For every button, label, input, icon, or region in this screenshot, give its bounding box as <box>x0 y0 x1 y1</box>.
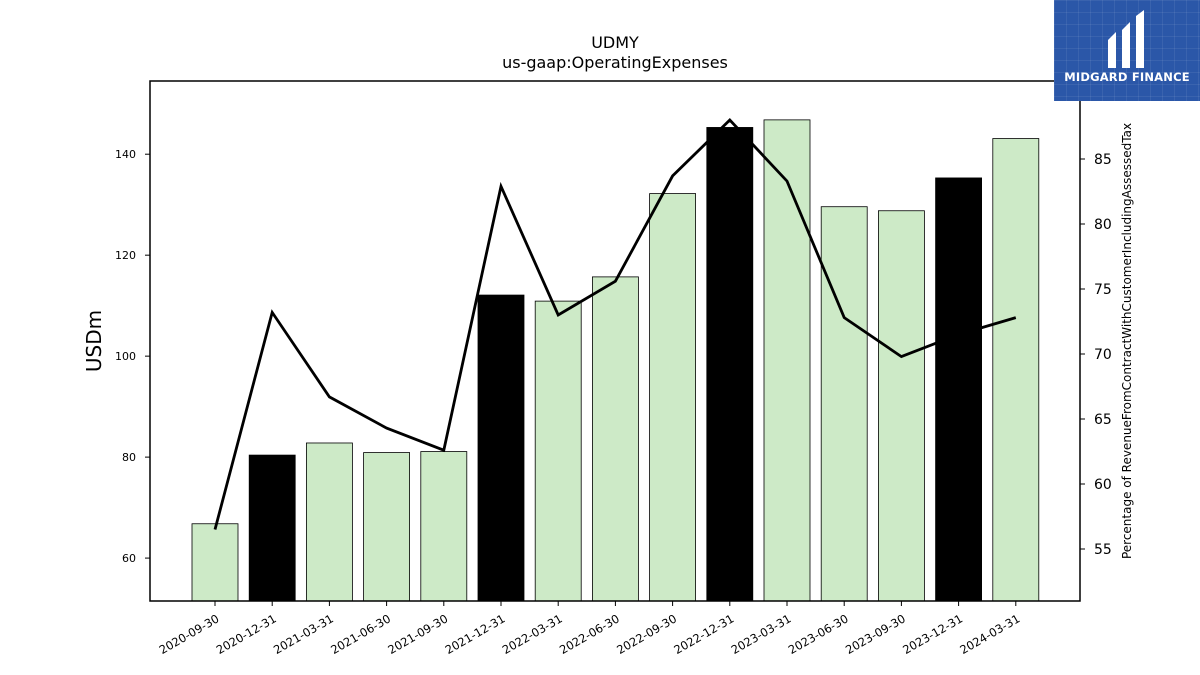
x-tick-label-2021-03-31: 2021-03-31 <box>271 611 336 657</box>
x-tick-label-2022-03-31: 2022-03-31 <box>500 611 565 657</box>
y-tick-label-80: 80 <box>122 451 136 464</box>
y2-tick-label-70: 70 <box>1094 347 1112 363</box>
bar-2021-09-30 <box>420 451 468 602</box>
y-axis-left: 60 80 100 120 140 <box>115 148 150 565</box>
y-tick-label-140: 140 <box>115 148 136 161</box>
y2-tick-label-80: 80 <box>1094 217 1112 233</box>
y2-tick-label-55: 55 <box>1094 542 1112 558</box>
chart-subtitle: us-gaap:OperatingExpenses <box>502 53 728 72</box>
x-tick-label-2022-12-31: 2022-12-31 <box>671 611 736 657</box>
x-tick-label-2024-03-31: 2024-03-31 <box>957 611 1022 657</box>
bar-2023-09-30 <box>878 210 925 602</box>
x-axis: 2020-09-302020-12-312021-03-312021-06-30… <box>157 601 1022 657</box>
series-line <box>213 117 1017 530</box>
y-axis-label: USDm <box>82 310 106 372</box>
y2-axis-label: Percentage of RevenueFromContractWithCus… <box>1120 123 1134 559</box>
bar-2021-06-30 <box>363 452 411 602</box>
x-tick-label-2023-03-31: 2023-03-31 <box>729 611 794 657</box>
bar-2021-12-31 <box>477 294 525 602</box>
chart-title: UDMY <box>591 33 639 52</box>
x-tick-label-2023-09-30: 2023-09-30 <box>843 611 908 657</box>
y-tick-label-120: 120 <box>115 249 136 262</box>
x-tick-label-2021-12-31: 2021-12-31 <box>443 611 508 657</box>
midgard-logo-icon <box>1108 10 1144 68</box>
y2-tick-label-60: 60 <box>1094 477 1112 493</box>
y2-tick-label-65: 65 <box>1094 412 1112 428</box>
y-tick-label-60: 60 <box>122 552 136 565</box>
bar-2023-12-31 <box>935 177 982 602</box>
x-tick-label-2022-06-30: 2022-06-30 <box>557 611 622 657</box>
bar-2023-03-31 <box>763 119 811 602</box>
bar-2020-12-31 <box>248 454 296 602</box>
bars-group <box>191 119 1040 602</box>
y2-tick-label-75: 75 <box>1094 282 1112 298</box>
y-tick-label-100: 100 <box>115 350 136 363</box>
y2-tick-label-85: 85 <box>1094 152 1112 168</box>
bar-2023-06-30 <box>820 206 868 602</box>
x-tick-label-2020-09-30: 2020-09-30 <box>157 611 222 657</box>
bar-2022-06-30 <box>592 276 639 602</box>
y-axis-right: 55 60 65 70 75 80 85 <box>1080 152 1112 558</box>
x-tick-label-2022-09-30: 2022-09-30 <box>614 611 679 657</box>
bar-2021-03-31 <box>305 442 353 602</box>
bar-2022-03-31 <box>534 300 582 602</box>
bar-2024-03-31 <box>992 138 1040 602</box>
bar-2022-12-31 <box>706 127 754 602</box>
bar-2022-09-30 <box>649 193 696 602</box>
x-tick-label-2021-09-30: 2021-09-30 <box>385 611 450 657</box>
bar-2020-09-30 <box>191 523 239 602</box>
brand-logo: MIDGARD FINANCE <box>1054 0 1200 101</box>
x-tick-label-2023-12-31: 2023-12-31 <box>900 611 965 657</box>
x-tick-label-2021-06-30: 2021-06-30 <box>328 611 393 657</box>
line-group <box>213 117 1017 530</box>
x-tick-label-2023-06-30: 2023-06-30 <box>786 611 851 657</box>
brand-name: MIDGARD FINANCE <box>1064 70 1190 84</box>
x-tick-label-2020-12-31: 2020-12-31 <box>214 611 279 657</box>
